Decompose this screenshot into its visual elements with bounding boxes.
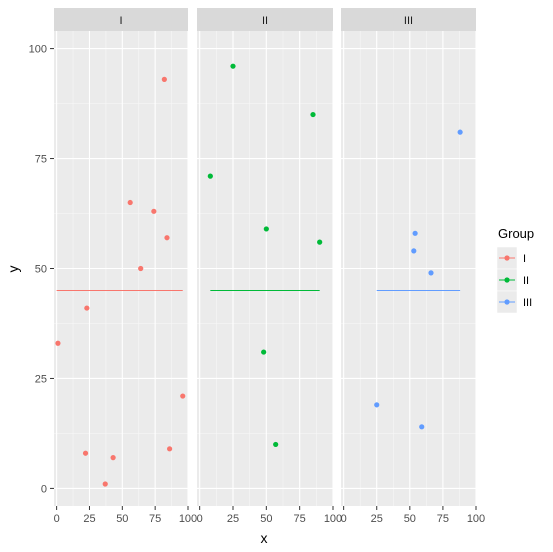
legend-key-point: [504, 277, 510, 283]
x-tick-label: 0: [54, 513, 60, 525]
data-point: [164, 235, 170, 241]
data-point: [127, 199, 133, 206]
data-point: [82, 450, 89, 456]
facet-strip-label: III: [404, 15, 413, 27]
y-tick-label: 50: [35, 264, 47, 276]
x-tick-label: 0: [341, 513, 347, 525]
x-tick-label: 75: [437, 513, 449, 525]
data-point: [167, 446, 173, 452]
y-tick-label: 75: [35, 154, 47, 166]
x-tick-label: 25: [83, 513, 95, 525]
legend-entry-label: I: [523, 253, 526, 265]
data-point: [261, 349, 267, 355]
data-point: [84, 305, 90, 311]
y-tick-label: 0: [41, 483, 47, 495]
data-point: [273, 441, 279, 448]
y-axis-label: y: [5, 266, 21, 273]
x-tick-label: 25: [371, 513, 383, 525]
data-point: [151, 208, 157, 214]
data-point: [138, 265, 144, 272]
data-point: [317, 239, 323, 245]
x-tick-label: 75: [294, 513, 306, 525]
x-axis-label: x: [261, 530, 268, 546]
data-point: [411, 248, 417, 254]
facet-strip: [341, 8, 476, 31]
data-point: [310, 111, 316, 118]
legend-entry-label: II: [523, 275, 529, 287]
facet-strip-label: II: [262, 15, 268, 27]
legend-title: Group: [498, 226, 534, 241]
data-point: [102, 481, 108, 487]
data-point: [230, 63, 236, 69]
data-point: [207, 173, 213, 179]
facet-strip: [197, 8, 333, 31]
data-point: [180, 393, 186, 399]
data-point: [161, 76, 167, 82]
y-tick-label: 100: [29, 44, 47, 56]
y-tick-label: 25: [35, 373, 47, 385]
data-point: [428, 270, 434, 276]
x-tick-label: 0: [197, 513, 203, 525]
data-point: [457, 129, 463, 135]
x-tick-label: 100: [179, 513, 197, 525]
x-tick-label: 75: [149, 513, 161, 525]
legend-key-point: [504, 255, 510, 261]
data-point: [55, 340, 61, 346]
x-tick-label: 50: [260, 513, 272, 525]
data-point: [263, 226, 269, 232]
data-point: [110, 455, 116, 461]
facet-strip: [54, 8, 188, 31]
x-tick-label: 100: [324, 513, 342, 525]
data-point: [419, 424, 425, 430]
data-point: [374, 402, 380, 408]
x-tick-label: 50: [404, 513, 416, 525]
x-tick-label: 100: [467, 513, 485, 525]
facet-strip-label: I: [119, 15, 122, 27]
legend-key-point: [504, 299, 510, 305]
x-tick-label: 50: [116, 513, 128, 525]
data-point: [412, 230, 418, 236]
legend-entry-label: III: [523, 297, 532, 309]
x-tick-label: 25: [227, 513, 239, 525]
